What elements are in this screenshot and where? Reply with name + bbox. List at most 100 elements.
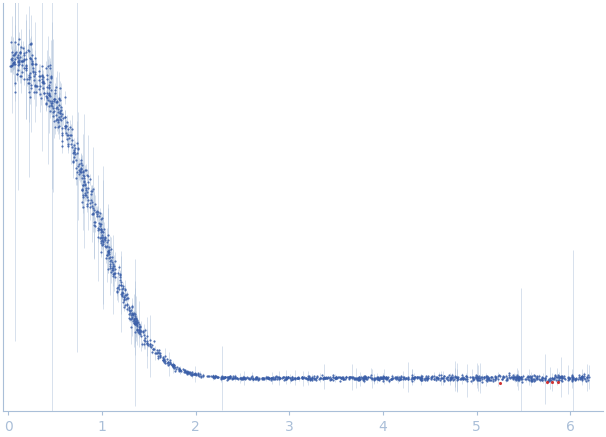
Point	[419, 375, 428, 382]
Point	[180, 366, 190, 373]
Point	[408, 375, 418, 382]
Point	[150, 350, 160, 357]
Point	[361, 373, 370, 380]
Point	[116, 281, 126, 288]
Point	[287, 376, 297, 383]
Point	[108, 263, 118, 270]
Point	[353, 375, 363, 382]
Point	[344, 374, 353, 381]
Point	[285, 375, 295, 382]
Point	[270, 374, 279, 381]
Point	[281, 375, 291, 382]
Point	[354, 376, 364, 383]
Point	[45, 108, 55, 114]
Point	[259, 374, 269, 381]
Point	[358, 376, 368, 383]
Point	[446, 375, 456, 382]
Point	[270, 374, 280, 381]
Point	[15, 49, 24, 56]
Point	[41, 99, 51, 106]
Point	[268, 375, 278, 382]
Point	[224, 373, 233, 380]
Point	[38, 63, 47, 70]
Point	[508, 371, 518, 378]
Point	[252, 375, 262, 382]
Point	[442, 374, 452, 381]
Point	[354, 374, 364, 381]
Point	[236, 375, 246, 382]
Point	[91, 208, 101, 215]
Point	[514, 377, 524, 384]
Point	[301, 375, 311, 382]
Point	[110, 274, 120, 281]
Point	[61, 123, 71, 130]
Point	[322, 375, 332, 382]
Point	[174, 365, 184, 372]
Point	[25, 41, 35, 48]
Point	[182, 368, 192, 375]
Point	[204, 373, 213, 380]
Point	[388, 374, 398, 381]
Point	[484, 376, 494, 383]
Point	[78, 168, 88, 175]
Point	[132, 319, 142, 326]
Point	[531, 375, 541, 382]
Point	[461, 372, 470, 379]
Point	[25, 69, 35, 76]
Point	[212, 374, 222, 381]
Point	[79, 182, 88, 189]
Point	[491, 373, 501, 380]
Point	[576, 374, 585, 381]
Point	[378, 375, 387, 382]
Point	[46, 73, 56, 80]
Point	[529, 375, 539, 382]
Point	[533, 374, 542, 381]
Point	[31, 82, 41, 89]
Point	[85, 176, 95, 183]
Point	[135, 329, 144, 336]
Point	[28, 69, 38, 76]
Point	[348, 373, 358, 380]
Point	[46, 99, 56, 106]
Point	[338, 374, 347, 381]
Point	[216, 375, 226, 382]
Point	[321, 375, 330, 382]
Point	[433, 374, 442, 381]
Point	[267, 376, 276, 383]
Point	[17, 58, 27, 65]
Point	[331, 374, 341, 381]
Point	[365, 373, 375, 380]
Point	[96, 234, 106, 241]
Point	[45, 93, 55, 100]
Point	[344, 374, 353, 381]
Point	[7, 61, 17, 68]
Point	[60, 123, 70, 130]
Point	[77, 162, 87, 169]
Point	[210, 373, 219, 380]
Point	[228, 375, 238, 382]
Point	[210, 373, 220, 380]
Point	[44, 91, 54, 98]
Point	[391, 376, 401, 383]
Point	[14, 56, 24, 63]
Point	[127, 324, 136, 331]
Point	[412, 374, 422, 381]
Point	[460, 375, 470, 382]
Point	[541, 375, 550, 382]
Point	[132, 317, 142, 324]
Point	[114, 264, 124, 271]
Point	[28, 77, 38, 84]
Point	[57, 131, 67, 138]
Point	[170, 364, 179, 371]
Point	[356, 375, 365, 382]
Point	[183, 370, 193, 377]
Point	[24, 74, 33, 81]
Point	[350, 375, 360, 382]
Point	[339, 375, 348, 382]
Point	[373, 375, 382, 382]
Point	[557, 377, 567, 384]
Point	[159, 356, 169, 363]
Point	[67, 131, 76, 138]
Point	[445, 376, 454, 383]
Point	[354, 374, 364, 381]
